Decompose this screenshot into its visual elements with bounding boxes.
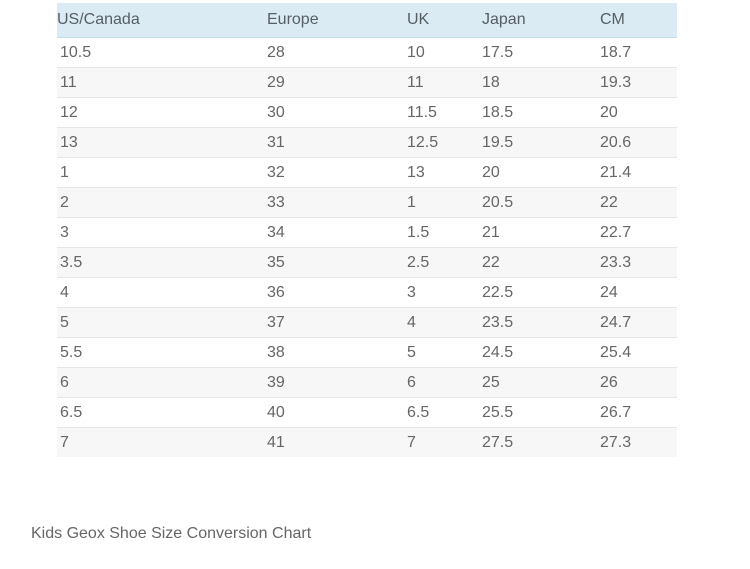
cell-japan: 18.5	[482, 97, 600, 128]
cell-japan: 22.5	[482, 277, 600, 308]
table-row: 6 39 6 25 26	[57, 367, 677, 398]
cell-cm: 19.3	[600, 67, 677, 98]
size-conversion-table: US/Canada Europe UK Japan CM 10.5 28 10 17.…	[57, 3, 677, 457]
column-header-europe: Europe	[267, 3, 407, 38]
cell-europe: 37	[267, 307, 407, 338]
cell-japan: 20.5	[482, 187, 600, 218]
cell-japan: 23.5	[482, 307, 600, 338]
cell-us-canada: 6.5	[57, 397, 267, 428]
cell-us-canada: 1	[57, 157, 267, 188]
cell-uk: 7	[407, 427, 482, 457]
cell-japan: 17.5	[482, 37, 600, 68]
chart-caption: Kids Geox Shoe Size Conversion Chart	[31, 525, 312, 542]
cell-uk: 13	[407, 157, 482, 188]
cell-cm: 26	[600, 367, 677, 398]
cell-uk: 6	[407, 367, 482, 398]
cell-europe: 39	[267, 367, 407, 398]
cell-us-canada: 10.5	[57, 37, 267, 68]
cell-europe: 29	[267, 67, 407, 98]
table-row: 4 36 3 22.5 24	[57, 277, 677, 308]
cell-cm: 24.7	[600, 307, 677, 338]
table-body: 10.5 28 10 17.5 18.7 11 29 11 18 19.3 12 30 11.5 18.5…	[57, 37, 677, 457]
column-header-uk: UK	[407, 3, 482, 38]
cell-japan: 24.5	[482, 337, 600, 368]
table-row: 3.5 35 2.5 22 23.3	[57, 247, 677, 278]
cell-japan: 18	[482, 67, 600, 98]
cell-cm: 22.7	[600, 217, 677, 248]
table-row: 1 32 13 20 21.4	[57, 157, 677, 188]
cell-uk: 5	[407, 337, 482, 368]
cell-japan: 22	[482, 247, 600, 278]
table-row: 5.5 38 5 24.5 25.4	[57, 337, 677, 368]
cell-europe: 30	[267, 97, 407, 128]
cell-japan: 27.5	[482, 427, 600, 457]
cell-japan: 19.5	[482, 127, 600, 158]
cell-us-canada: 5.5	[57, 337, 267, 368]
column-header-cm: CM	[600, 3, 677, 38]
table-row: 5 37 4 23.5 24.7	[57, 307, 677, 338]
cell-us-canada: 2	[57, 187, 267, 218]
cell-us-canada: 3	[57, 217, 267, 248]
cell-cm: 24	[600, 277, 677, 308]
cell-europe: 28	[267, 37, 407, 68]
cell-uk: 11.5	[407, 97, 482, 128]
cell-us-canada: 7	[57, 427, 267, 457]
cell-japan: 25.5	[482, 397, 600, 428]
cell-us-canada: 6	[57, 367, 267, 398]
cell-us-canada: 12	[57, 97, 267, 128]
cell-cm: 18.7	[600, 37, 677, 68]
table-row: 11 29 11 18 19.3	[57, 67, 677, 98]
cell-europe: 31	[267, 127, 407, 158]
cell-us-canada: 3.5	[57, 247, 267, 278]
cell-us-canada: 13	[57, 127, 267, 158]
cell-cm: 25.4	[600, 337, 677, 368]
cell-uk: 4	[407, 307, 482, 338]
cell-japan: 25	[482, 367, 600, 398]
table-row: 10.5 28 10 17.5 18.7	[57, 37, 677, 68]
cell-uk: 6.5	[407, 397, 482, 428]
table-row: 3 34 1.5 21 22.7	[57, 217, 677, 248]
cell-uk: 2.5	[407, 247, 482, 278]
column-header-us-canada: US/Canada	[57, 3, 267, 38]
cell-cm: 20.6	[600, 127, 677, 158]
cell-europe: 36	[267, 277, 407, 308]
cell-cm: 26.7	[600, 397, 677, 428]
cell-uk: 12.5	[407, 127, 482, 158]
cell-europe: 34	[267, 217, 407, 248]
cell-cm: 27.3	[600, 427, 677, 457]
cell-uk: 3	[407, 277, 482, 308]
cell-uk: 10	[407, 37, 482, 68]
cell-europe: 35	[267, 247, 407, 278]
cell-europe: 40	[267, 397, 407, 428]
table-row: 2 33 1 20.5 22	[57, 187, 677, 218]
cell-uk: 11	[407, 67, 482, 98]
cell-us-canada: 5	[57, 307, 267, 338]
cell-us-canada: 4	[57, 277, 267, 308]
cell-cm: 21.4	[600, 157, 677, 188]
cell-cm: 23.3	[600, 247, 677, 278]
cell-japan: 20	[482, 157, 600, 188]
cell-uk: 1.5	[407, 217, 482, 248]
cell-cm: 22	[600, 187, 677, 218]
table-row: 6.5 40 6.5 25.5 26.7	[57, 397, 677, 428]
table-row: 12 30 11.5 18.5 20	[57, 97, 677, 128]
cell-uk: 1	[407, 187, 482, 218]
cell-japan: 21	[482, 217, 600, 248]
cell-us-canada: 11	[57, 67, 267, 98]
cell-cm: 20	[600, 97, 677, 128]
table-header-row: US/Canada Europe UK Japan CM	[57, 3, 677, 38]
table-row: 7 41 7 27.5 27.3	[57, 427, 677, 457]
cell-europe: 41	[267, 427, 407, 457]
cell-europe: 33	[267, 187, 407, 218]
table-row: 13 31 12.5 19.5 20.6	[57, 127, 677, 158]
column-header-japan: Japan	[482, 3, 600, 38]
cell-europe: 32	[267, 157, 407, 188]
cell-europe: 38	[267, 337, 407, 368]
